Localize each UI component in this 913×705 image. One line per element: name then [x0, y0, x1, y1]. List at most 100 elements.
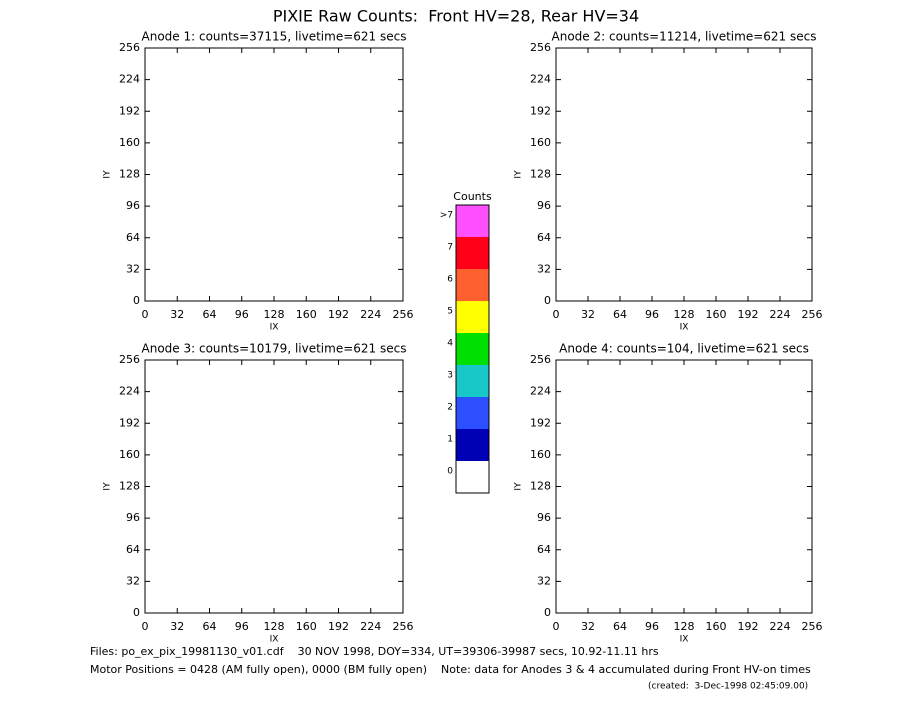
- colorbar-title: Counts: [453, 190, 492, 203]
- panel-title: Anode 1: counts=37115, livetime=621 secs: [142, 30, 407, 44]
- y-tick-label: 160: [119, 448, 140, 461]
- y-tick-label: 256: [119, 353, 140, 366]
- y-tick-label: 32: [537, 262, 551, 275]
- colorbar-swatch: [456, 301, 489, 333]
- x-tick-label: 224: [360, 308, 381, 321]
- x-tick-label: 64: [203, 620, 217, 633]
- panel-title: Anode 3: counts=10179, livetime=621 secs: [142, 342, 407, 356]
- y-tick-label: 96: [537, 511, 551, 524]
- y-axis-label: IY: [514, 482, 524, 491]
- y-tick-label: 128: [119, 480, 140, 493]
- y-tick-label: 0: [133, 606, 140, 619]
- x-tick-label: 256: [802, 620, 823, 633]
- x-tick-label: 0: [142, 308, 149, 321]
- x-tick-label: 192: [738, 308, 759, 321]
- footer-files: Files: po_ex_pix_19981130_v01.cdf 30 NOV…: [90, 645, 659, 658]
- y-axis-label: IY: [103, 170, 113, 179]
- x-tick-label: 160: [296, 620, 317, 633]
- colorbar-swatch: [456, 333, 489, 365]
- x-tick-label: 192: [738, 620, 759, 633]
- x-tick-label: 96: [235, 620, 249, 633]
- x-tick-label: 128: [674, 308, 695, 321]
- colorbar-label: 3: [447, 371, 453, 381]
- y-tick-label: 192: [119, 104, 140, 117]
- colorbar-swatch: [456, 269, 489, 301]
- y-tick-label: 128: [530, 480, 551, 493]
- y-tick-label: 256: [530, 353, 551, 366]
- colorbar-swatch: [456, 429, 489, 461]
- y-tick-label: 256: [119, 41, 140, 54]
- y-tick-label: 192: [530, 104, 551, 117]
- main-title: PIXIE Raw Counts: Front HV=28, Rear HV=3…: [273, 7, 639, 26]
- y-tick-label: 0: [544, 294, 551, 307]
- x-tick-label: 160: [296, 308, 317, 321]
- colorbar-swatch: [456, 397, 489, 429]
- x-tick-label: 96: [235, 308, 249, 321]
- colorbar-swatch: [456, 205, 489, 237]
- y-tick-label: 64: [126, 543, 140, 556]
- y-tick-label: 64: [537, 543, 551, 556]
- x-axis-label: IX: [270, 635, 279, 645]
- x-tick-label: 256: [393, 308, 414, 321]
- y-tick-label: 96: [126, 511, 140, 524]
- x-tick-label: 0: [553, 620, 560, 633]
- colorbar-label: 6: [447, 275, 453, 285]
- y-tick-label: 160: [530, 448, 551, 461]
- x-tick-label: 224: [360, 620, 381, 633]
- y-tick-label: 224: [119, 385, 140, 398]
- y-tick-label: 32: [537, 574, 551, 587]
- y-tick-label: 128: [530, 168, 551, 181]
- x-tick-label: 0: [553, 308, 560, 321]
- y-tick-label: 0: [133, 294, 140, 307]
- colorbar-label: 4: [447, 339, 453, 349]
- y-tick-label: 0: [544, 606, 551, 619]
- x-tick-label: 64: [613, 620, 627, 633]
- colorbar-label: 2: [447, 403, 453, 413]
- x-tick-label: 32: [170, 308, 184, 321]
- x-tick-label: 160: [706, 308, 727, 321]
- x-tick-label: 64: [613, 308, 627, 321]
- x-tick-label: 0: [142, 620, 149, 633]
- colorbar-label: 0: [447, 467, 453, 477]
- panel-title: Anode 2: counts=11214, livetime=621 secs: [552, 30, 817, 44]
- y-tick-label: 32: [126, 262, 140, 275]
- colorbar-label: 7: [447, 243, 453, 253]
- panel-title: Anode 4: counts=104, livetime=621 secs: [559, 342, 809, 356]
- y-axis-label: IY: [514, 170, 524, 179]
- footer-motor: Motor Positions = 0428 (AM fully open), …: [90, 663, 811, 676]
- x-tick-label: 96: [645, 620, 659, 633]
- x-axis-label: IX: [680, 323, 689, 333]
- x-axis-label: IX: [680, 635, 689, 645]
- x-tick-label: 192: [328, 308, 349, 321]
- colorbar-label: 5: [447, 307, 453, 317]
- x-axis-label: IX: [270, 323, 279, 333]
- y-tick-label: 32: [126, 574, 140, 587]
- colorbar-label: 1: [447, 435, 453, 445]
- x-tick-label: 256: [393, 620, 414, 633]
- x-tick-label: 128: [674, 620, 695, 633]
- colorbar-frame: [455, 204, 490, 494]
- y-tick-label: 128: [119, 168, 140, 181]
- footer-created: (created: 3-Dec-1998 02:45:09.00): [648, 682, 808, 692]
- y-tick-label: 96: [126, 199, 140, 212]
- colorbar-label: >7: [440, 211, 453, 221]
- y-tick-label: 96: [537, 199, 551, 212]
- x-tick-label: 128: [264, 308, 285, 321]
- x-tick-label: 224: [770, 620, 791, 633]
- y-tick-label: 192: [119, 416, 140, 429]
- y-tick-label: 160: [530, 136, 551, 149]
- x-tick-label: 32: [170, 620, 184, 633]
- y-tick-label: 224: [530, 73, 551, 86]
- y-tick-label: 224: [119, 73, 140, 86]
- x-tick-label: 160: [706, 620, 727, 633]
- x-tick-label: 224: [770, 308, 791, 321]
- y-tick-label: 64: [537, 231, 551, 244]
- colorbar-swatch: [456, 365, 489, 397]
- x-tick-label: 256: [802, 308, 823, 321]
- x-tick-label: 64: [203, 308, 217, 321]
- colorbar-swatch: [456, 237, 489, 269]
- y-axis-label: IY: [103, 482, 113, 491]
- y-tick-label: 224: [530, 385, 551, 398]
- x-tick-label: 192: [328, 620, 349, 633]
